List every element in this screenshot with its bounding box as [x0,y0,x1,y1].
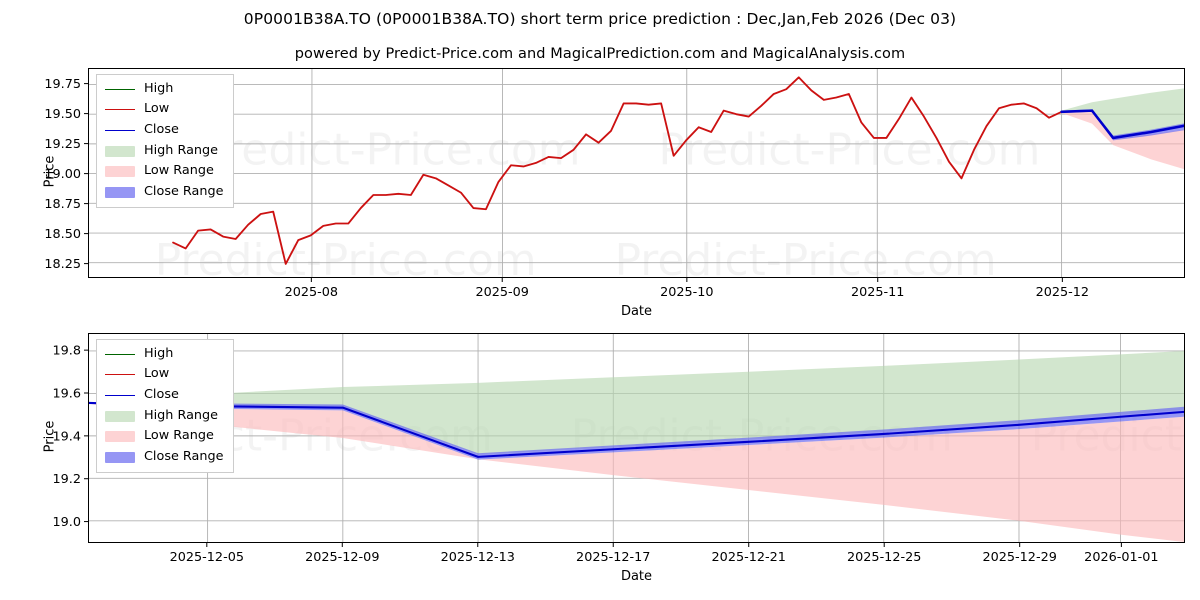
legend-item-label: Close [144,122,179,138]
legend-item-high[interactable]: High [97,344,227,365]
svg-text:2025-12-13: 2025-12-13 [441,550,515,565]
top-chart-x-axis-label: Date [620,304,653,319]
legend-swatch-line-low [105,109,135,111]
legend-item-high-range[interactable]: High Range [97,141,227,162]
svg-text:2025-12-25: 2025-12-25 [847,550,921,565]
page-subtitle: powered by Predict-Price.com and Magical… [294,46,906,62]
chart-header: 0P0001B38A.TO (0P0001B38A.TO) short term… [0,0,1200,62]
svg-text:19.8: 19.8 [53,344,82,359]
legend-item-high[interactable]: High [97,79,227,100]
legend-item-label: Low [144,366,170,382]
legend-item-label: High [144,80,174,96]
svg-text:19.50: 19.50 [44,107,81,122]
legend-item-close-range[interactable]: Close Range [97,447,227,468]
svg-text:18.50: 18.50 [44,227,81,242]
top-chart-panel: Predict-Price.com Predict-Price.com Predic… [0,60,1200,325]
svg-text:Predict-Price.com: Predict-Price.com [155,235,537,277]
top-chart-plot-area: Predict-Price.com Predict-Price.com Predic… [88,68,1185,278]
legend-item-close[interactable]: Close [97,120,227,141]
svg-text:18.25: 18.25 [44,257,81,272]
legend-item-low-range[interactable]: Low Range [97,426,227,447]
legend-swatch-line-low [105,374,135,376]
svg-text:2025-11: 2025-11 [851,285,904,300]
svg-text:Predict-Price.com: Predict-Price.com [615,235,997,277]
legend-swatch-line-high [105,353,135,355]
top-chart-legend: High Low Close High Range Low Range Close Ran… [96,74,234,208]
legend-swatch-line-close [105,129,135,131]
svg-text:Predict-Price.com: Predict-Price.com [658,125,1040,176]
top-chart-y-axis-label: Price [42,155,58,188]
legend-swatch-line-close [105,394,135,396]
legend-item-label: Low [144,101,170,117]
svg-text:2026-01-01: 2026-01-01 [1084,550,1158,565]
svg-text:2025-08: 2025-08 [285,285,338,300]
legend-item-label: Close Range [144,448,224,464]
svg-text:19.75: 19.75 [44,77,81,92]
legend-swatch-patch-high-range [105,145,135,157]
svg-text:2025-12-21: 2025-12-21 [712,550,786,565]
bottom-chart-svg: Predict-Price.comPredict-Price.comPredic… [89,334,1184,542]
legend-item-low-range[interactable]: Low Range [97,161,227,182]
bottom-chart-plot-area: Predict-Price.comPredict-Price.comPredic… [88,333,1185,543]
legend-swatch-patch-close-range [105,186,135,198]
svg-text:19.0: 19.0 [53,515,82,530]
bottom-chart-y-axis-label: Price [42,420,58,453]
svg-text:2025-12: 2025-12 [1036,285,1089,300]
svg-text:2025-12-17: 2025-12-17 [576,550,650,565]
bottom-chart-legend: High Low Close High Range Low Range Close Ran… [96,339,234,473]
svg-text:2025-12-29: 2025-12-29 [982,550,1056,565]
legend-item-label: High Range [144,407,219,423]
svg-text:2025-09: 2025-09 [475,285,528,300]
legend-item-label: Close Range [144,183,224,199]
legend-swatch-patch-low-range [105,166,135,178]
bottom-chart-x-axis-label: Date [620,569,653,584]
bottom-chart-panel: Predict-Price.comPredict-Price.comPredic… [0,325,1200,600]
legend-item-label: Low Range [144,163,214,179]
legend-item-label: Low Range [144,428,214,444]
legend-item-high-range[interactable]: High Range [97,406,227,427]
page-title: 0P0001B38A.TO (0P0001B38A.TO) short term… [243,10,957,28]
legend-item-close[interactable]: Close [97,385,227,406]
svg-text:2025-12-09: 2025-12-09 [305,550,379,565]
legend-item-label: Close [144,387,179,403]
legend-swatch-patch-close-range [105,451,135,463]
svg-text:Predict-Price.com: Predict-Price.com [199,125,581,176]
legend-swatch-patch-high-range [105,410,135,422]
svg-text:2025-12-05: 2025-12-05 [170,550,244,565]
svg-text:2025-10: 2025-10 [660,285,713,300]
legend-item-low[interactable]: Low [97,365,227,386]
legend-item-label: High [144,345,174,361]
top-chart-svg: Predict-Price.com Predict-Price.com Predic… [89,69,1184,277]
legend-item-close-range[interactable]: Close Range [97,182,227,203]
legend-swatch-line-high [105,88,135,90]
legend-swatch-patch-low-range [105,431,135,443]
legend-item-label: High Range [144,142,219,158]
legend-item-low[interactable]: Low [97,100,227,121]
